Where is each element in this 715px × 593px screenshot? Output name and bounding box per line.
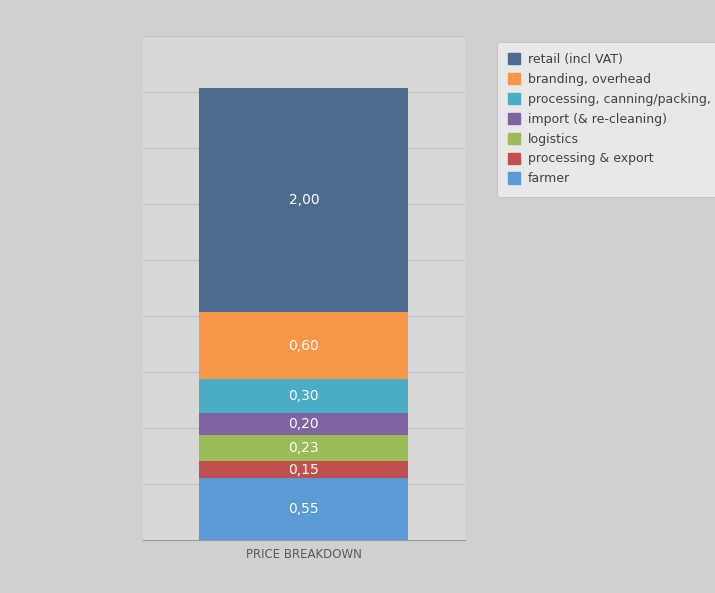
Text: 2,00: 2,00 (289, 193, 319, 207)
Bar (199, 380, 408, 413)
Text: 0,15: 0,15 (288, 463, 320, 477)
Bar (199, 478, 408, 540)
Bar (199, 88, 408, 313)
Text: 0,30: 0,30 (289, 389, 319, 403)
Text: 0,60: 0,60 (288, 339, 320, 353)
Bar (199, 461, 408, 478)
Legend: retail (incl VAT), branding, overhead, processing, canning/packing, distribution: retail (incl VAT), branding, overhead, p… (497, 42, 715, 197)
Bar (199, 313, 408, 380)
Bar (199, 435, 408, 461)
Text: 0,55: 0,55 (289, 502, 319, 516)
Bar (199, 413, 408, 435)
Text: 0,23: 0,23 (289, 441, 319, 455)
Text: 0,20: 0,20 (289, 417, 319, 431)
